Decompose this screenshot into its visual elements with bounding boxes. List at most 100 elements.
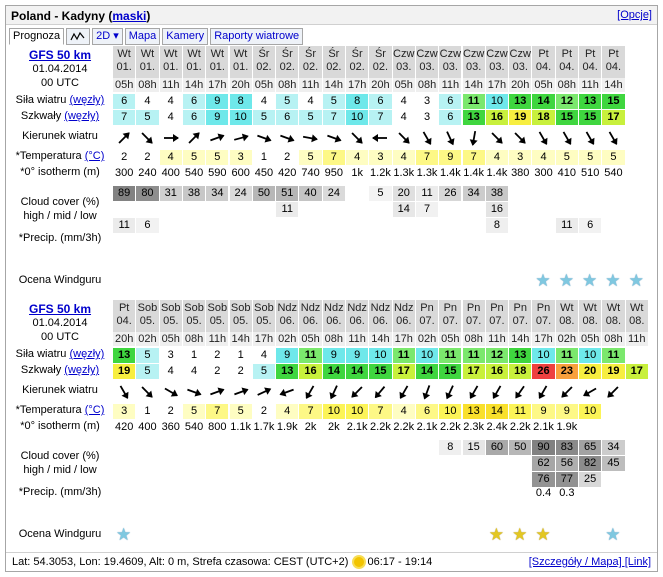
precip-cell	[136, 232, 158, 247]
cloud-high-cell: 34	[602, 440, 625, 455]
temperature-cell: 7	[206, 404, 229, 419]
cloud-low-cell	[369, 472, 391, 487]
hour-label: 05h	[113, 78, 136, 92]
cloud-high-cell	[509, 186, 531, 201]
precip-cell	[299, 486, 321, 501]
hour-label: 05h	[252, 78, 276, 92]
precip-cell	[602, 232, 624, 247]
cloud-high-cell: 5	[369, 186, 392, 201]
gust-label-unit-link[interactable]: (węzły)	[64, 364, 100, 376]
gust-label: Szkwały (węzły)	[20, 364, 100, 376]
wind-arrow-icon	[256, 134, 272, 143]
hour-label: 11h	[625, 332, 648, 346]
precip-cell	[136, 486, 158, 501]
tab-prognoza[interactable]: Prognoza	[9, 28, 65, 45]
wind-speed-cell: 13	[509, 94, 532, 109]
temperature-cell: 7	[415, 150, 439, 165]
tab-mapa[interactable]: Mapa	[124, 28, 161, 45]
day-label: Wt	[117, 48, 131, 60]
precip-label: *Precip. (mm/3h)	[18, 486, 102, 498]
time-header-cell: Wt 01. 11h	[159, 46, 182, 92]
temperature-label-unit-link[interactable]: (°C)	[84, 150, 105, 162]
cloud-high-cell: 50	[509, 440, 532, 455]
cloud-low-cell	[206, 472, 228, 487]
cloud-low-cell	[393, 218, 415, 233]
rating-star-icon: ★	[628, 271, 644, 290]
temperature-cell: 10	[439, 404, 462, 419]
temperature-label-unit-link[interactable]: (°C)	[84, 404, 105, 416]
wind-arrow-icon	[375, 386, 386, 399]
temperature-cell: 3	[229, 150, 252, 165]
date-label: 07.	[535, 315, 552, 327]
isotherm-cell: 2.2k	[370, 421, 391, 433]
cloud-high-cell	[416, 440, 438, 455]
maski-link[interactable]: maski	[112, 9, 147, 23]
gust-cell: 4	[392, 110, 415, 125]
cloud-low-cell	[346, 472, 368, 487]
wind-arrow-icon	[303, 134, 319, 143]
cloud-high-cell	[369, 440, 391, 455]
hour-label: 05h	[159, 332, 182, 346]
time-header-cell: Sob 05. 17h	[252, 300, 276, 346]
tab-2d[interactable]: 2D ▾	[92, 28, 123, 45]
isotherm-cell: 540	[184, 421, 204, 433]
wind-speed-label-unit-link[interactable]: (węzły)	[69, 94, 105, 106]
tab-raporty[interactable]: Raporty wiatrowe	[210, 28, 304, 45]
wind-arrow-icon	[446, 131, 455, 146]
gust-cell: 17	[602, 110, 625, 125]
precip-cell	[230, 232, 252, 247]
gust-label-unit-link[interactable]: (węzły)	[64, 110, 100, 122]
day-label: Sob	[184, 302, 204, 314]
gust-cell: 15	[369, 364, 392, 379]
wind-arrow-icon	[491, 132, 503, 144]
day-label: Wt	[140, 48, 155, 60]
isotherm-cell: 2k	[304, 421, 317, 433]
time-header-cell: Śr 02. 14h	[322, 46, 345, 92]
wind-speed-cell: 10	[369, 348, 392, 363]
wind-speed-cell: 11	[299, 348, 322, 363]
chart-icon[interactable]	[66, 28, 91, 45]
cloud-mid-cell: 82	[579, 456, 602, 471]
date-label: 07.	[419, 315, 435, 327]
cloud-low-cell	[206, 218, 228, 233]
hour-label: 14h	[602, 78, 625, 92]
date-label: 07.	[466, 315, 482, 327]
wind-arrow-icon	[422, 131, 432, 145]
day-label: Wt	[233, 48, 248, 60]
wind-arrow-icon	[329, 385, 338, 400]
day-label: Sob	[137, 302, 158, 314]
day-label: Sob	[207, 302, 228, 314]
date-label: 02.	[256, 61, 272, 73]
wind-speed-cell: 5	[322, 94, 345, 109]
cloud-low-cell	[463, 218, 485, 233]
temperature-cell: 10	[346, 404, 369, 419]
isotherm-cell: 2.2k	[439, 421, 461, 433]
model-link[interactable]: GFS 50 km	[29, 302, 92, 316]
rating-star-icon: ★	[512, 525, 528, 544]
time-header-cell: Śr 02. 17h	[346, 46, 369, 92]
cloud-mid-cell	[369, 456, 391, 471]
wind-arrow-icon	[562, 131, 572, 145]
options-link[interactable]: [Opcje]	[617, 9, 652, 21]
hour-label: 14h	[462, 78, 485, 92]
time-header-cell: Sob 05. 05h	[159, 300, 182, 346]
day-label: Pt	[584, 48, 596, 60]
day-label: Czw	[393, 48, 415, 60]
cloud-mid-cell	[463, 456, 485, 471]
rating-star-icon: ★	[605, 525, 621, 544]
wind-speed-cell: 11	[439, 348, 462, 363]
day-label: Śr	[374, 48, 386, 60]
precip-cell	[369, 232, 391, 247]
wind-speed-cell: 4	[159, 94, 182, 109]
gust-cell: 14	[346, 364, 369, 379]
details-link[interactable]: [Szczegóły / Mapa] [Link]	[528, 556, 651, 568]
tab-kamery[interactable]: Kamery	[162, 28, 209, 45]
date-label: 01.	[116, 61, 132, 73]
wind-arrow-icon	[233, 133, 249, 142]
hour-label: 20h	[113, 332, 136, 346]
model-link[interactable]: GFS 50 km	[29, 48, 92, 62]
wind-arrow-icon	[607, 386, 619, 398]
precip-cell	[439, 232, 461, 247]
tab-bar: Prognoza 2D ▾ Mapa Kamery Raporty wiatro…	[9, 28, 305, 45]
wind-speed-label-unit-link[interactable]: (węzły)	[69, 348, 105, 360]
